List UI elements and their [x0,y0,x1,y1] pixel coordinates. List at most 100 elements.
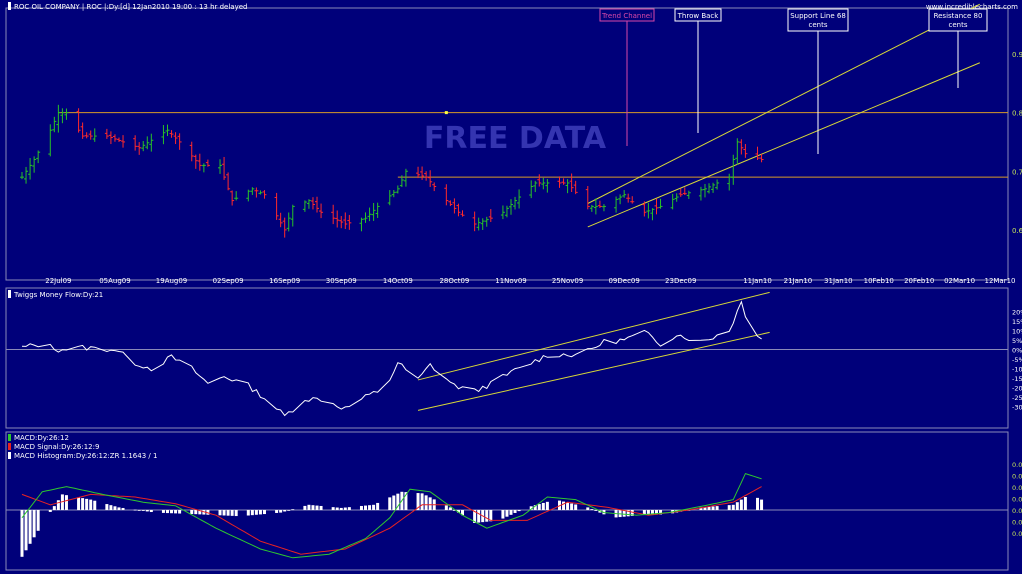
macd-histogram-bar [206,510,210,515]
title-marker [8,2,11,10]
price-bar [509,199,513,215]
price-bar [399,175,404,188]
price-bar [20,171,24,180]
price-bar [537,174,542,187]
macd-legend-entry: MACD:Dy:26:12 [14,434,69,442]
macd-histogram-bar [89,499,93,510]
price-x-tick: 11Jan10 [743,277,772,285]
money-flow-title: Twiggs Money Flow:Dy:21 [13,291,103,299]
price-x-tick: 30Sep09 [326,277,357,285]
macd-histogram-bar [190,510,194,515]
price-bar [420,166,425,180]
trend-channel-lower [587,62,980,228]
macd-histogram-bar [533,505,537,510]
money-flow-line [21,300,762,417]
price-bar [52,116,57,133]
macd-histogram-bar [477,510,481,523]
price-bar [331,204,336,225]
macd-legend-entry: MACD Signal:Dy:26:12:9 [14,443,99,451]
macd-histogram-bar [36,510,40,531]
macd-histogram-bar [630,510,634,516]
macd-histogram-bar [642,510,646,516]
price-bar [614,196,619,213]
money-flow-y-tick: -25% [1012,394,1022,402]
macd-histogram-bar [52,506,56,510]
macd-histogram-bar [315,505,319,510]
macd-histogram-bar [339,507,343,510]
macd-histogram-bar [250,510,254,516]
price-bar [658,198,663,209]
macd-histogram-bar [311,505,315,510]
price-x-tick: 28Oct09 [439,277,469,285]
macd-histogram-bar [456,510,460,513]
macd-histogram-bar [28,510,32,544]
support-line-label: Support Line 68 [790,12,846,20]
macd-y-axis: 0.0 0.0 0.0 0.0 0.0 0.0 0.0 [1012,461,1022,538]
macd-histogram-bar [388,497,392,510]
price-bar [84,132,89,139]
macd-histogram-bar [64,495,68,510]
price-bar [197,153,202,171]
macd-histogram-bar [739,499,743,510]
money-flow-y-tick: -20% [1012,385,1022,393]
price-bar [650,208,655,221]
macd-histogram-bar [149,510,153,513]
macd-histogram-bar [622,510,626,517]
macd-histogram-bar [287,510,291,511]
macd-histogram-bar [396,493,400,510]
macd-histogram-bar [254,510,258,515]
price-bar [347,214,352,230]
money-flow-marker [8,290,11,298]
price-bar [517,189,522,209]
price-bar [121,135,126,148]
annotation-throw-back: Throw Back [674,8,722,133]
price-bar [707,183,712,194]
macd-y-tick: 0.0 [1012,519,1022,527]
price-bars [20,104,764,238]
price-y-tick: 0.8 [1012,110,1022,118]
macd-histogram-bar [77,497,81,510]
money-flow-y-tick: 5% [1012,337,1022,345]
macd-histogram-bar [715,506,719,510]
annotation-label-line-2: cents [949,21,968,29]
price-bar [759,153,764,163]
macd-histogram-bar [133,509,137,511]
price-bar [60,108,65,124]
macd-legend-swatch [8,434,11,441]
price-bar [274,192,279,220]
price-bar [391,190,396,198]
price-bar [92,128,97,142]
macd-histogram-bar [222,510,226,516]
price-bar [630,196,635,204]
price-bar [310,197,315,210]
macd-histogram-bar [537,504,541,510]
price-bar [735,138,740,165]
macd-histogram-bar [501,510,505,519]
money-flow-y-tick: 10% [1012,327,1022,335]
price-bar [711,182,716,193]
macd-histogram-bar [574,504,578,510]
macd-histogram-bar [145,510,149,512]
price-x-tick: 25Nov09 [552,277,583,285]
price-bar [371,202,376,221]
macd-histogram-bar [279,510,283,513]
money-flow-panel-frame [5,287,1009,429]
price-bar [755,146,760,160]
price-bar [64,108,69,120]
price-bar [226,172,231,191]
price-x-tick: 09Dec09 [608,277,639,285]
price-x-tick: 20Feb10 [904,277,934,285]
price-bar [488,209,493,223]
macd-histogram-bar [562,501,566,510]
macd-histogram-bar [307,504,311,510]
price-bar [302,200,307,212]
price-bar [343,212,348,230]
annotation-support-line: Support Line 68 cents [787,8,849,154]
site-label[interactable]: www.incrediblecharts.com [926,3,1018,11]
price-bar [108,131,113,145]
price-x-tick: 16Sep09 [269,277,300,285]
macd-histogram-bar [626,510,630,517]
price-x-tick: 23Dec09 [665,277,696,285]
macd-histogram-bar [137,510,141,511]
price-bar [145,136,150,150]
